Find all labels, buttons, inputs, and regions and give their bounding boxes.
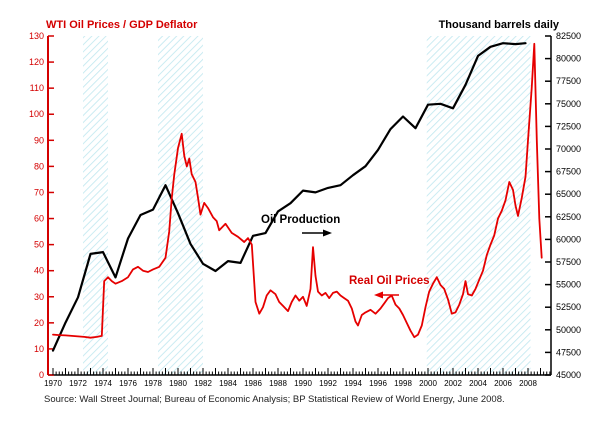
x-axis-tick-label: 2000 (419, 379, 437, 388)
right-axis-tick-label: 62500 (556, 212, 581, 222)
right-axis-tick-label: 65000 (556, 189, 581, 199)
axes: 0 10 20 30 40 50 60 70 80 90 100 110 120 130 45000 4750… (29, 31, 581, 388)
left-axis-tick-label: 50 (34, 240, 44, 250)
left-axis-title: WTI Oil Prices / GDP Deflator (46, 19, 198, 31)
left-axis-tick-label: 40 (34, 266, 44, 276)
right-axis-tick-label: 80000 (556, 54, 581, 64)
x-axis-tick-label: 2008 (519, 379, 537, 388)
left-axis-tick-label: 70 (34, 187, 44, 197)
right-axis-tick-label: 77500 (556, 76, 581, 86)
right-axis-tick-label: 55000 (556, 280, 581, 290)
x-axis-tick-label: 1974 (94, 379, 112, 388)
right-axis-tick-label: 52500 (556, 302, 581, 312)
recession-bands (83, 36, 531, 375)
x-axis-tick-label: 1984 (219, 379, 237, 388)
right-axis-tick-label: 82500 (556, 31, 581, 41)
shaded-band (83, 36, 108, 375)
x-axis-tick-label: 1990 (294, 379, 312, 388)
x-axis-tick-label: 1978 (144, 379, 162, 388)
left-axis-tick-label: 100 (29, 109, 44, 119)
right-axis-tick-label: 57500 (556, 257, 581, 267)
left-axis-tick-label: 130 (29, 31, 44, 41)
right-axis-tick-label: 50000 (556, 325, 581, 335)
x-axis-tick-label: 2006 (494, 379, 512, 388)
right-axis-title: Thousand barrels daily (438, 19, 559, 31)
real-oil-prices-annotation: Real Oil Prices (349, 275, 430, 287)
x-axis-tick-label: 1988 (269, 379, 287, 388)
annotation-arrows (302, 229, 399, 299)
oil-production-annotation: Oil Production (261, 214, 341, 226)
oil-production-line (51, 42, 527, 352)
x-axis-tick-label: 1986 (244, 379, 262, 388)
x-axis-tick-label: 1994 (344, 379, 362, 388)
x-axis-tick-label: 1992 (319, 379, 337, 388)
left-arrow-head-icon (374, 291, 383, 299)
right-axis-tick-label: 75000 (556, 99, 581, 109)
x-axis-tick-label: 1982 (194, 379, 212, 388)
right-axis-tick-label: 67500 (556, 167, 581, 177)
x-axis-tick-label: 1998 (394, 379, 412, 388)
right-axis-tick-label: 60000 (556, 234, 581, 244)
left-axis-tick-label: 0 (39, 370, 44, 380)
left-axis-tick-label: 20 (34, 318, 44, 328)
x-axis-tick-label: 1996 (369, 379, 387, 388)
right-arrow-head-icon (323, 229, 332, 237)
source-note: Source: Wall Street Journal; Bureau of E… (44, 394, 505, 405)
x-axis-tick-label: 1976 (119, 379, 137, 388)
left-axis-tick-label: 60 (34, 214, 44, 224)
left-axis-tick-label: 30 (34, 292, 44, 302)
right-axis-tick-label: 72500 (556, 121, 581, 131)
x-axis-tick-label: 2002 (444, 379, 462, 388)
left-axis-tick-label: 120 (29, 57, 44, 67)
shaded-band (426, 36, 531, 375)
x-axis-tick-label: 1980 (169, 379, 187, 388)
left-axis-tick-label: 80 (34, 161, 44, 171)
left-axis-tick-label: 110 (30, 83, 44, 93)
right-axis-tick-label: 45000 (556, 370, 581, 380)
x-axis-tick-label: 1970 (44, 379, 62, 388)
real-oil-prices-line (52, 42, 543, 339)
shaded-band (158, 36, 203, 375)
x-axis-tick-label: 2004 (469, 379, 487, 388)
data-series (51, 42, 543, 352)
right-axis-tick-label: 47500 (556, 347, 581, 357)
right-axis-tick-label: 70000 (556, 144, 581, 154)
left-axis-tick-label: 10 (34, 344, 44, 354)
left-axis-tick-label: 90 (34, 135, 44, 145)
x-axis-tick-label: 1972 (69, 379, 87, 388)
